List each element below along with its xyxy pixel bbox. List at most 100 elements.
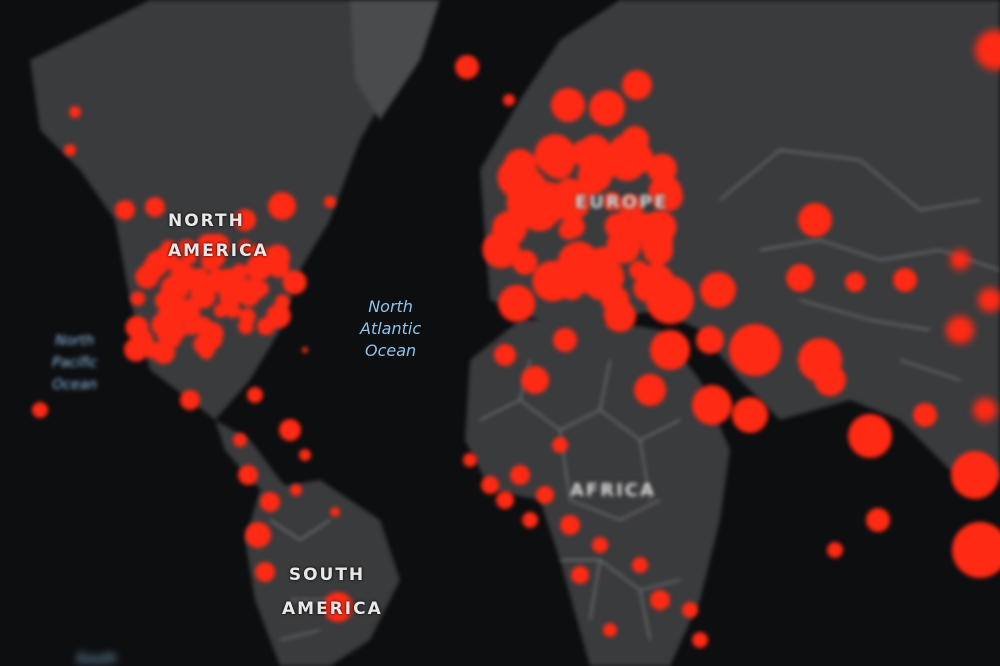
case-marker[interactable]: [692, 385, 732, 425]
case-marker[interactable]: [641, 236, 660, 255]
case-marker[interactable]: [32, 402, 48, 418]
case-marker[interactable]: [729, 324, 781, 376]
case-marker[interactable]: [646, 276, 694, 324]
ocean-word: North: [52, 330, 97, 352]
case-marker[interactable]: [563, 216, 585, 238]
case-marker[interactable]: [542, 147, 574, 179]
label-south-ocean: South: [76, 648, 117, 666]
case-marker[interactable]: [588, 259, 625, 296]
case-marker[interactable]: [255, 562, 275, 582]
case-marker[interactable]: [893, 268, 917, 292]
case-marker[interactable]: [845, 272, 865, 292]
case-marker[interactable]: [589, 90, 625, 126]
case-marker[interactable]: [700, 272, 736, 308]
label-europe: EUROPE: [575, 192, 669, 213]
case-marker[interactable]: [496, 491, 514, 509]
case-marker[interactable]: [510, 465, 530, 485]
case-marker[interactable]: [130, 291, 145, 306]
case-marker[interactable]: [553, 328, 577, 352]
case-marker[interactable]: [245, 522, 271, 548]
case-marker[interactable]: [170, 265, 186, 281]
case-marker[interactable]: [481, 476, 499, 494]
case-marker[interactable]: [512, 250, 537, 275]
case-marker[interactable]: [214, 304, 228, 318]
case-marker[interactable]: [199, 344, 214, 359]
case-marker[interactable]: [732, 397, 768, 433]
case-marker[interactable]: [299, 449, 311, 461]
case-marker[interactable]: [185, 268, 201, 284]
case-marker[interactable]: [526, 187, 563, 224]
case-marker[interactable]: [302, 347, 308, 353]
case-marker[interactable]: [324, 196, 336, 208]
ocean-word: Ocean: [52, 374, 97, 396]
case-marker[interactable]: [144, 255, 168, 279]
case-marker[interactable]: [798, 203, 832, 237]
ocean-word: Pacific: [52, 352, 97, 374]
case-marker[interactable]: [247, 387, 263, 403]
label-south-america: SOUTH AMERICA: [282, 558, 372, 626]
case-marker[interactable]: [866, 508, 890, 532]
case-marker[interactable]: [69, 106, 81, 118]
case-marker[interactable]: [151, 313, 175, 337]
case-marker[interactable]: [145, 197, 165, 217]
case-marker[interactable]: [239, 308, 256, 325]
case-marker[interactable]: [622, 70, 652, 100]
case-marker[interactable]: [604, 300, 636, 332]
case-marker[interactable]: [202, 322, 224, 344]
case-marker[interactable]: [268, 192, 296, 220]
case-marker[interactable]: [603, 623, 617, 637]
case-marker[interactable]: [238, 465, 258, 485]
case-marker[interactable]: [221, 268, 236, 283]
case-marker[interactable]: [682, 602, 698, 618]
case-marker[interactable]: [950, 250, 970, 270]
case-marker[interactable]: [257, 317, 275, 335]
case-marker[interactable]: [275, 294, 290, 309]
case-marker[interactable]: [330, 507, 340, 517]
case-marker[interactable]: [946, 316, 974, 344]
case-marker[interactable]: [279, 419, 301, 441]
case-marker[interactable]: [180, 390, 200, 410]
case-marker[interactable]: [144, 342, 161, 359]
case-marker[interactable]: [696, 326, 724, 354]
case-marker[interactable]: [172, 325, 187, 340]
case-marker[interactable]: [504, 149, 536, 181]
case-marker[interactable]: [827, 542, 843, 558]
case-marker[interactable]: [571, 566, 589, 584]
case-marker[interactable]: [521, 366, 549, 394]
case-marker[interactable]: [551, 88, 585, 122]
case-marker[interactable]: [592, 537, 608, 553]
ocean-word: North: [360, 296, 421, 318]
case-marker[interactable]: [634, 374, 666, 406]
case-marker[interactable]: [621, 126, 649, 154]
case-marker[interactable]: [552, 437, 568, 453]
case-marker[interactable]: [692, 632, 708, 648]
case-marker[interactable]: [814, 364, 846, 396]
case-marker[interactable]: [632, 557, 648, 573]
case-marker[interactable]: [290, 484, 302, 496]
case-marker[interactable]: [913, 403, 937, 427]
case-marker[interactable]: [260, 492, 280, 512]
case-marker[interactable]: [498, 285, 535, 322]
case-marker[interactable]: [503, 94, 515, 106]
case-marker[interactable]: [786, 264, 814, 292]
case-marker[interactable]: [973, 398, 997, 422]
label-north-america-text: NORTH AMERICA: [168, 206, 258, 266]
case-marker[interactable]: [494, 344, 516, 366]
case-marker[interactable]: [560, 515, 580, 535]
case-marker[interactable]: [64, 144, 76, 156]
case-marker[interactable]: [455, 55, 479, 79]
case-marker[interactable]: [536, 486, 554, 504]
case-marker[interactable]: [463, 453, 477, 467]
case-marker[interactable]: [522, 512, 538, 528]
case-marker[interactable]: [848, 414, 892, 458]
case-marker[interactable]: [283, 270, 307, 294]
case-marker[interactable]: [650, 330, 690, 370]
case-marker[interactable]: [115, 200, 135, 220]
case-marker[interactable]: [952, 522, 1000, 578]
case-marker[interactable]: [233, 433, 247, 447]
label-north-america: NORTH AMERICA: [168, 206, 258, 266]
case-marker[interactable]: [650, 590, 670, 610]
case-marker[interactable]: [239, 286, 259, 306]
case-marker[interactable]: [951, 451, 999, 499]
